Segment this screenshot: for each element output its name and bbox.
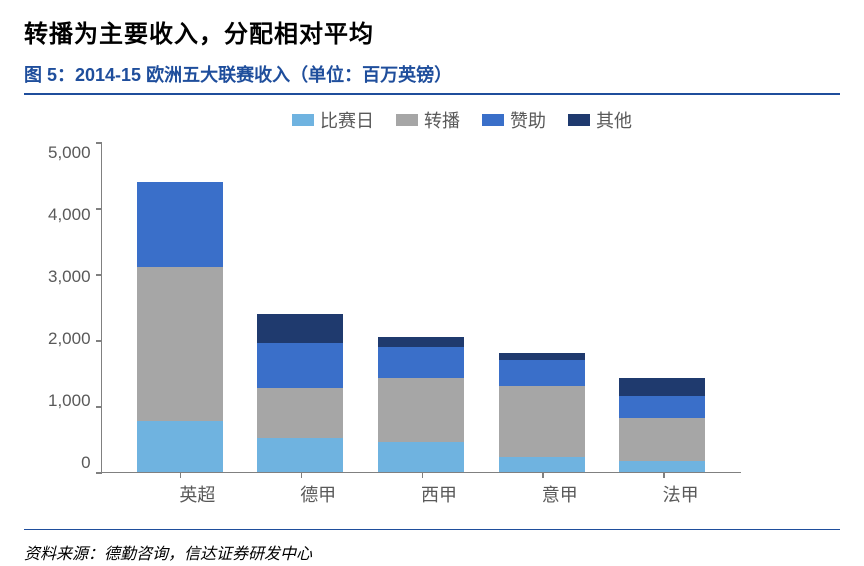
x-tick-label: 法甲 <box>638 473 724 507</box>
bar-segment <box>619 461 705 472</box>
x-tick-label: 意甲 <box>517 473 603 507</box>
x-tick-mark <box>422 472 424 478</box>
y-tick-mark <box>96 274 102 276</box>
bar-segment <box>137 267 223 420</box>
legend-label: 赞助 <box>510 107 546 133</box>
bar-segment <box>619 396 705 418</box>
legend-label: 比赛日 <box>320 107 374 133</box>
y-tick-label: 1,000 <box>48 391 91 411</box>
bar-segment <box>257 388 343 438</box>
legend-item: 转播 <box>396 107 460 133</box>
legend-item: 赞助 <box>482 107 546 133</box>
x-tick-label: 英超 <box>154 473 240 507</box>
legend-swatch <box>396 114 418 126</box>
bar-segment <box>499 360 585 386</box>
bar-column <box>619 378 705 472</box>
page-title: 转播为主要收入，分配相对平均 <box>24 14 840 49</box>
legend-swatch <box>482 114 504 126</box>
bar-segment <box>257 438 343 472</box>
revenue-chart: 比赛日 转播 赞助 其他 5,000 4,000 3,000 2,000 1,000 0 英超 德… <box>24 103 840 515</box>
bar-segment <box>257 314 343 344</box>
y-tick-label: 4,000 <box>48 205 91 225</box>
y-axis-labels: 5,000 4,000 3,000 2,000 1,000 0 <box>48 143 101 473</box>
legend-swatch <box>292 114 314 126</box>
bar-column <box>137 182 223 472</box>
bar-column <box>499 353 585 472</box>
x-tick-mark <box>663 472 665 478</box>
bar-segment <box>378 337 464 347</box>
y-tick-mark <box>96 472 102 474</box>
bar-segment <box>499 353 585 360</box>
bar-segment <box>137 421 223 472</box>
bar-segment <box>137 182 223 268</box>
y-tick-mark <box>96 406 102 408</box>
y-tick-label: 2,000 <box>48 329 91 349</box>
y-tick-label: 0 <box>81 453 90 473</box>
legend-item: 比赛日 <box>292 107 374 133</box>
legend-label: 其他 <box>596 107 632 133</box>
chart-plot-area <box>101 143 741 473</box>
y-tick-mark <box>96 208 102 210</box>
bar-segment <box>619 378 705 396</box>
x-axis-labels: 英超 德甲 西甲 意甲 法甲 <box>119 473 759 507</box>
source-note: 资料来源：德勤咨询，信达证券研发中心 <box>24 529 840 564</box>
legend-swatch <box>568 114 590 126</box>
y-tick-label: 5,000 <box>48 143 91 163</box>
chart-legend: 比赛日 转播 赞助 其他 <box>24 107 840 133</box>
bar-segment <box>378 378 464 442</box>
bar-segment <box>499 386 585 457</box>
bar-segment <box>378 347 464 379</box>
x-tick-mark <box>542 472 544 478</box>
legend-label: 转播 <box>424 107 460 133</box>
x-tick-mark <box>180 472 182 478</box>
x-tick-label: 西甲 <box>396 473 482 507</box>
y-tick-mark <box>96 142 102 144</box>
bar-segment <box>378 442 464 472</box>
x-tick-label: 德甲 <box>275 473 361 507</box>
bar-column <box>378 337 464 472</box>
bar-segment <box>499 457 585 472</box>
legend-item: 其他 <box>568 107 632 133</box>
y-tick-label: 3,000 <box>48 267 91 287</box>
bar-segment <box>257 343 343 388</box>
x-tick-mark <box>301 472 303 478</box>
bar-segment <box>619 418 705 462</box>
figure-title: 图 5：2014-15 欧洲五大联赛收入（单位：百万英镑） <box>24 61 840 95</box>
y-tick-mark <box>96 340 102 342</box>
bar-column <box>257 314 343 472</box>
